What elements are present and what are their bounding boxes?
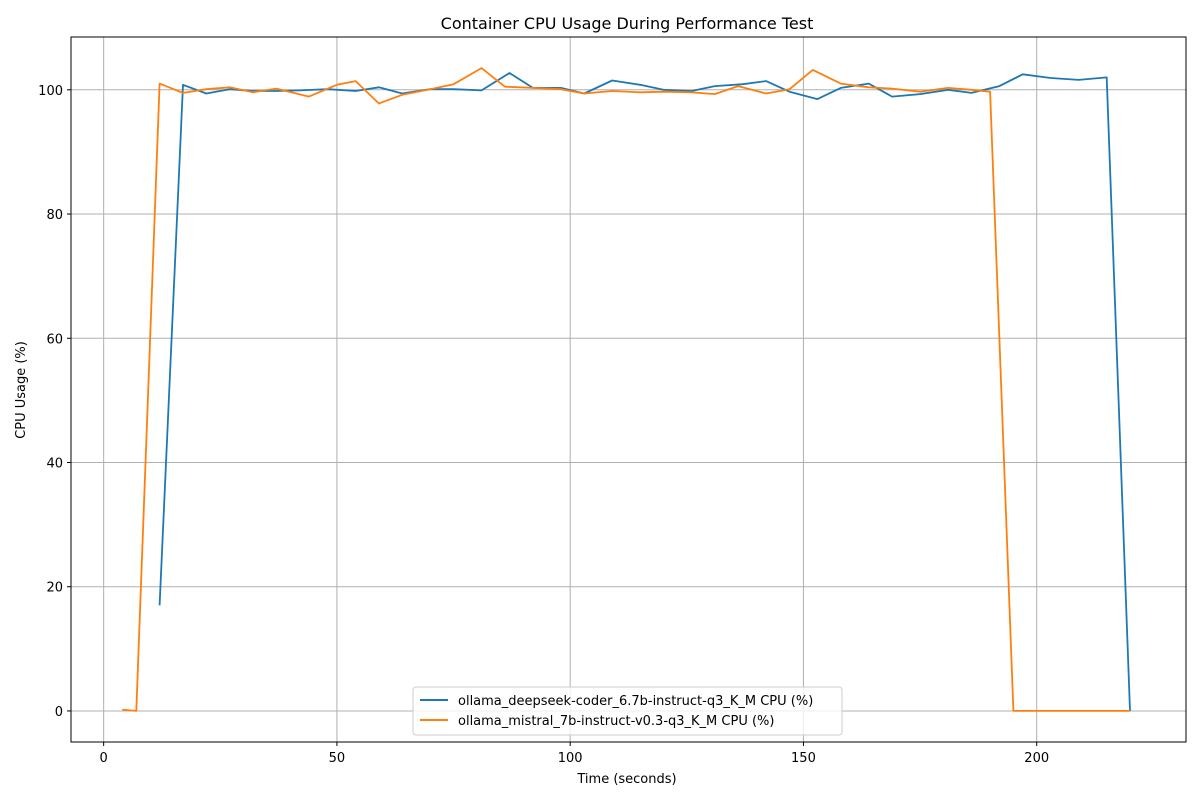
x-axis-label: Time (seconds) xyxy=(576,772,676,787)
legend-label-mistral: ollama_mistral_7b-instruct-v0.3-q3_K_M C… xyxy=(458,714,774,729)
y-tick-label: 100 xyxy=(38,84,63,99)
y-axis-label: CPU Usage (%) xyxy=(14,341,29,439)
legend-box xyxy=(412,686,843,736)
series-lines xyxy=(122,67,1131,712)
x-tick-label: 200 xyxy=(1024,751,1049,766)
plot-frame xyxy=(70,36,1187,743)
series-line-deepseek xyxy=(158,72,1131,711)
y-tick-label: 40 xyxy=(46,456,63,471)
axis-ticks: 0 50 100 150 200 0 20 40 60 80 100 xyxy=(38,84,1049,766)
legend-label-deepseek: ollama_deepseek-coder_6.7b-instruct-q3_K… xyxy=(458,694,813,709)
y-tick-label: 80 xyxy=(46,208,63,223)
y-tick-label: 0 xyxy=(55,705,63,720)
legend: ollama_deepseek-coder_6.7b-instruct-q3_K… xyxy=(412,686,843,736)
y-tick-label: 60 xyxy=(46,332,63,347)
x-tick-label: 50 xyxy=(329,751,346,766)
chart-title: Container CPU Usage During Performance T… xyxy=(441,14,814,33)
x-tick-label: 100 xyxy=(558,751,583,766)
x-tick-label: 0 xyxy=(100,751,108,766)
series-line-mistral xyxy=(122,67,1130,712)
y-tick-label: 20 xyxy=(46,581,63,596)
grid-lines xyxy=(71,37,1186,742)
x-tick-label: 150 xyxy=(791,751,816,766)
